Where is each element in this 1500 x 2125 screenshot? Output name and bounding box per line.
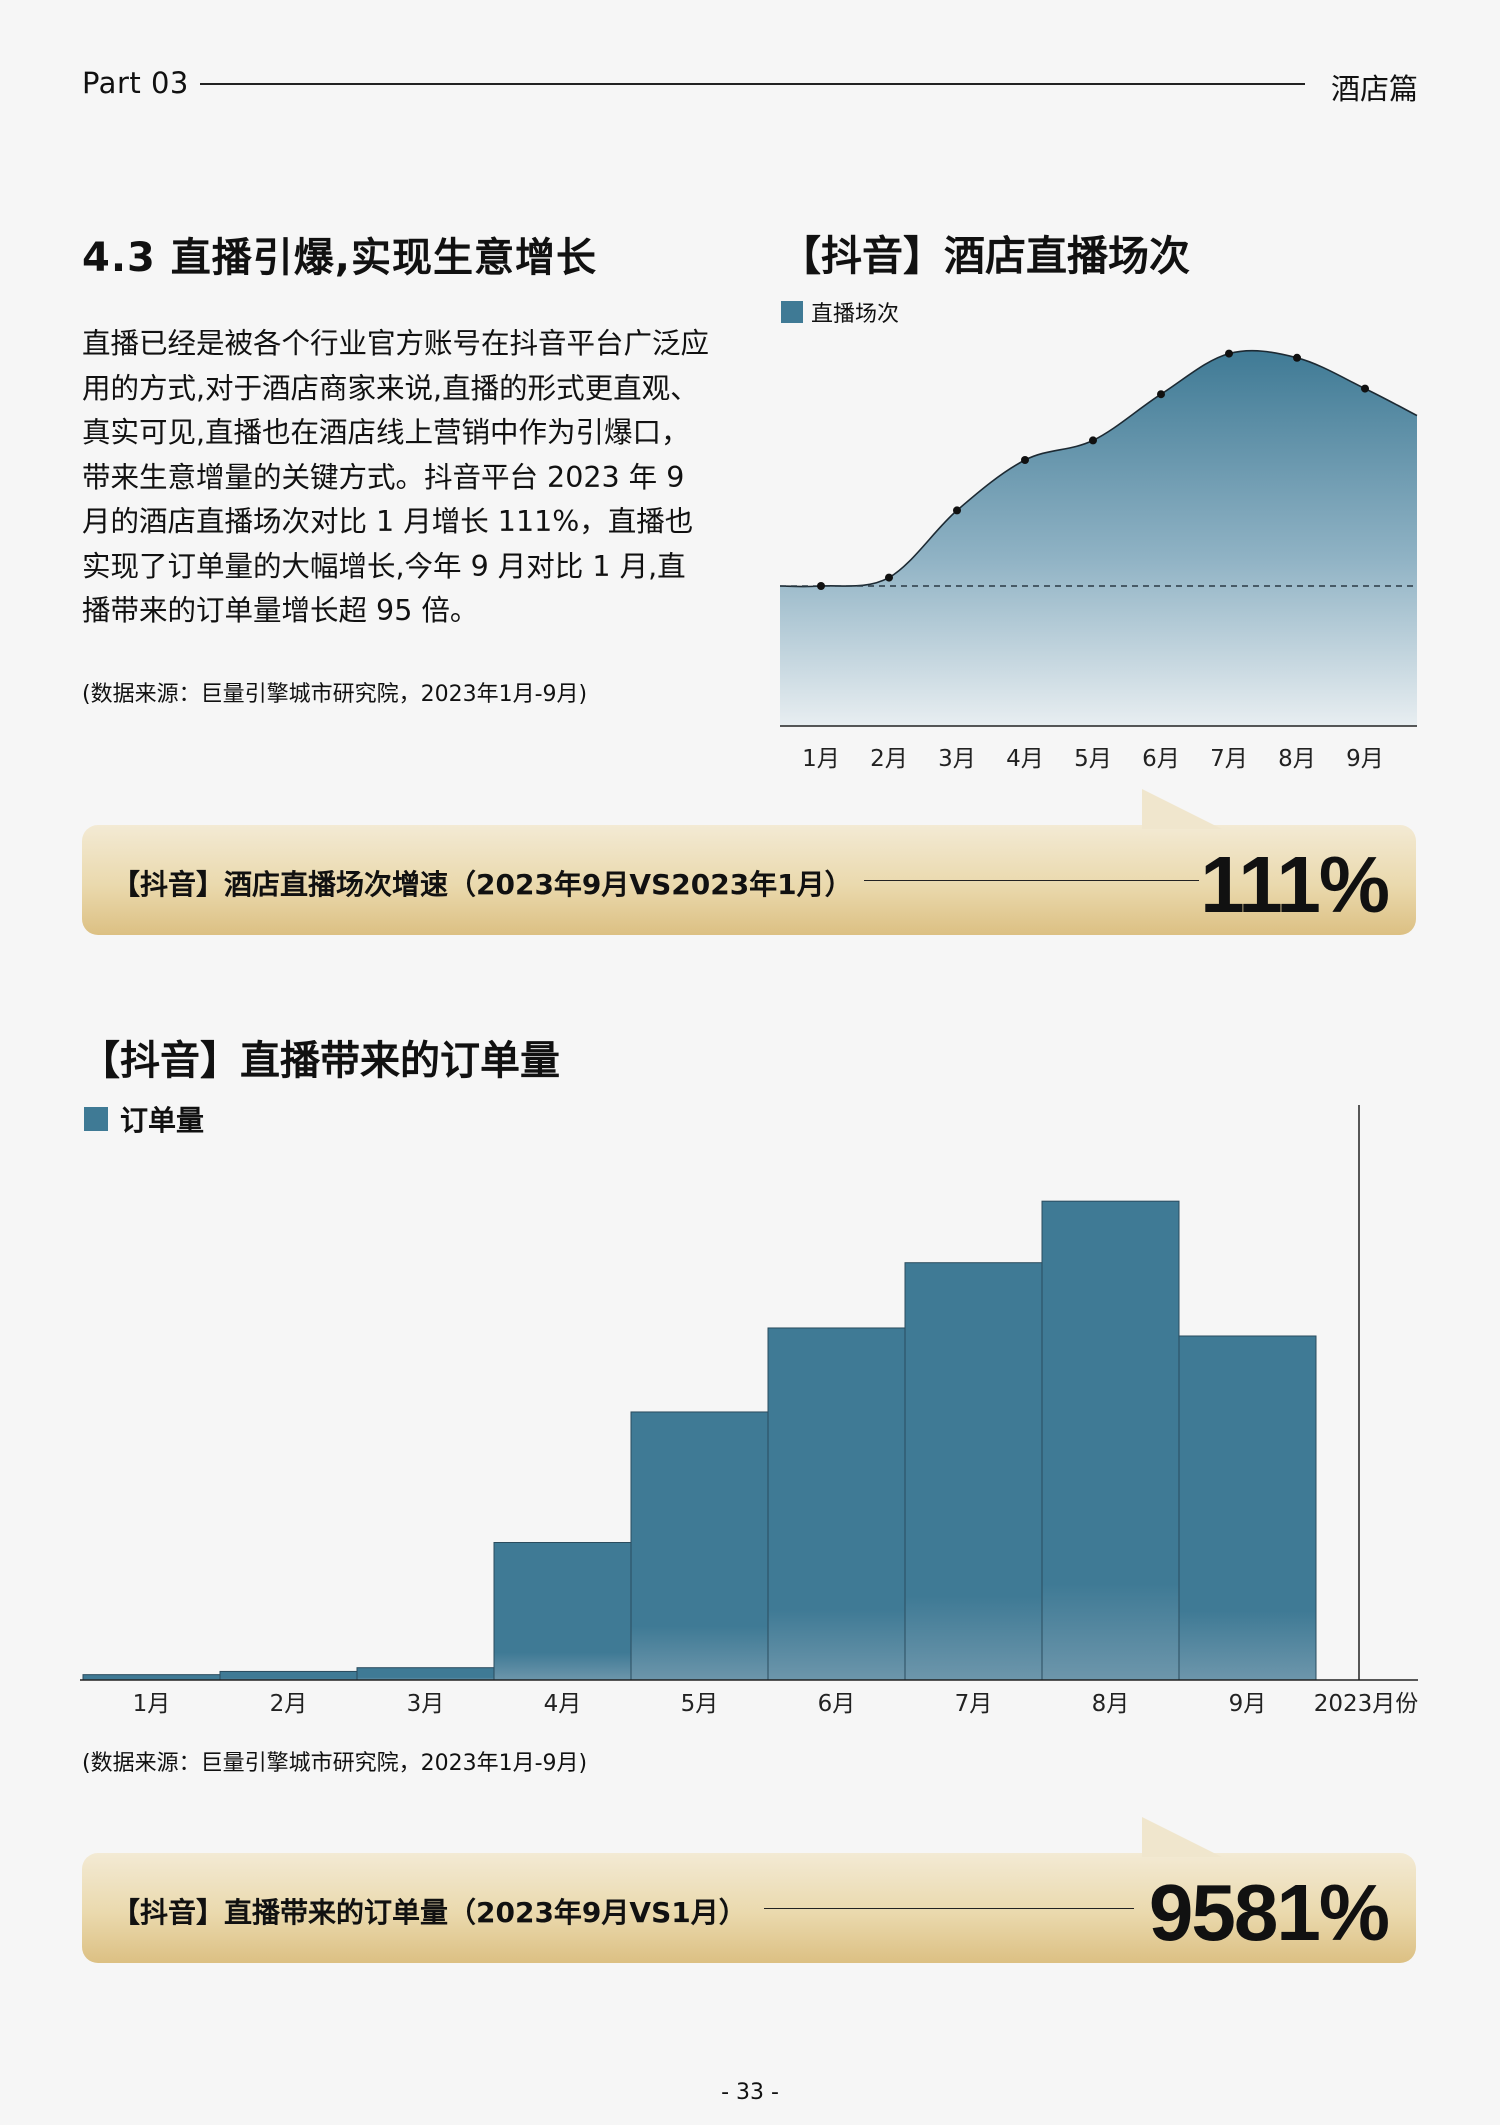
bar [493, 1542, 632, 1681]
legend-label: 订单量 [120, 1104, 205, 1137]
x-tick-label: 1月 [802, 746, 840, 772]
x-axis-label: 2023月份 [1314, 1691, 1419, 1717]
legend-label: 直播场次 [811, 302, 900, 327]
x-tick-label: 7月 [1210, 746, 1248, 772]
bar [1041, 1200, 1180, 1681]
callout-rule [764, 1908, 1134, 1909]
bar [767, 1327, 906, 1681]
data-point [1157, 390, 1165, 399]
bar-chart-legend: 订单量 [84, 1099, 204, 1139]
page-number: - 33 - [721, 2080, 779, 2105]
x-tick-label: 7月 [955, 1691, 993, 1717]
body-paragraph: 直播已经是被各个行业官方账号在抖音平台广泛应用的方式,对于酒店商家来说,直播的形… [82, 327, 710, 627]
callout-value: 111% [1200, 840, 1390, 929]
line-chart: 1月 2月 3月 4月 5月 6月 7月 8月 9月 [780, 349, 1418, 772]
part-label: Part 03 [82, 66, 189, 100]
data-point [1361, 384, 1369, 393]
section-tag: 酒店篇 [1330, 72, 1418, 106]
data-point [953, 506, 961, 515]
data-point [1021, 456, 1029, 464]
callout-pointer [1142, 789, 1222, 829]
bar [82, 1674, 221, 1681]
x-tick-label: 9月 [1346, 746, 1384, 772]
bar [904, 1262, 1043, 1681]
legend-swatch [781, 301, 803, 323]
callout-pointer [1142, 1817, 1222, 1857]
x-tick-label: 8月 [1278, 746, 1316, 772]
area-fill [780, 350, 1417, 726]
bar-chart-title: 【抖音】直播带来的订单量 [80, 1038, 560, 1084]
x-tick-label: 5月 [1074, 746, 1112, 772]
data-point [1089, 436, 1097, 445]
x-tick-label: 4月 [544, 1691, 582, 1717]
legend-swatch [84, 1107, 108, 1131]
bar [630, 1411, 769, 1681]
x-tick-label: 2月 [270, 1691, 308, 1717]
growth-callout-banner: 【抖音】酒店直播场次增速（2023年9月VS2023年1月） 111% [82, 789, 1416, 935]
x-tick-label: 5月 [681, 1691, 719, 1717]
callout-label: 【抖音】直播带来的订单量（2023年9月VS1月） [112, 1896, 747, 1929]
line-chart-title: 【抖音】酒店直播场次 [780, 232, 1190, 280]
section-title: 4.3 直播引爆,实现生意增长 [82, 235, 597, 281]
x-tick-label: 3月 [407, 1691, 445, 1717]
bar [356, 1667, 495, 1681]
x-tick-label: 2月 [870, 746, 908, 772]
data-point [1225, 349, 1233, 358]
data-point [1293, 353, 1301, 362]
callout-value: 9581% [1148, 1868, 1390, 1957]
x-tick-label: 1月 [133, 1691, 171, 1717]
bar-chart: 1月 2月 3月 4月 5月 6月 7月 8月 9月 2023月份 [80, 1105, 1419, 1717]
x-tick-label: 4月 [1006, 746, 1044, 772]
data-point [817, 582, 825, 590]
data-source-note: (数据来源：巨量引擎城市研究院，2023年1月-9月) [82, 682, 588, 707]
bar [219, 1670, 358, 1681]
x-tick-label: 3月 [938, 746, 976, 772]
orders-callout-banner: 【抖音】直播带来的订单量（2023年9月VS1月） 9581% [82, 1817, 1416, 1963]
x-tick-label: 8月 [1092, 1691, 1130, 1717]
x-tick-label: 6月 [1142, 746, 1180, 772]
line-chart-legend: 直播场次 [781, 296, 899, 328]
callout-rule [864, 880, 1199, 881]
data-point [885, 573, 893, 582]
header-divider [200, 83, 1305, 85]
data-source-note: (数据来源：巨量引擎城市研究院，2023年1月-9月) [82, 1751, 588, 1776]
bar [1178, 1335, 1317, 1681]
callout-label: 【抖音】酒店直播场次增速（2023年9月VS2023年1月） [112, 868, 853, 901]
x-tick-label: 6月 [818, 1691, 856, 1717]
x-tick-label: 9月 [1229, 1691, 1267, 1717]
